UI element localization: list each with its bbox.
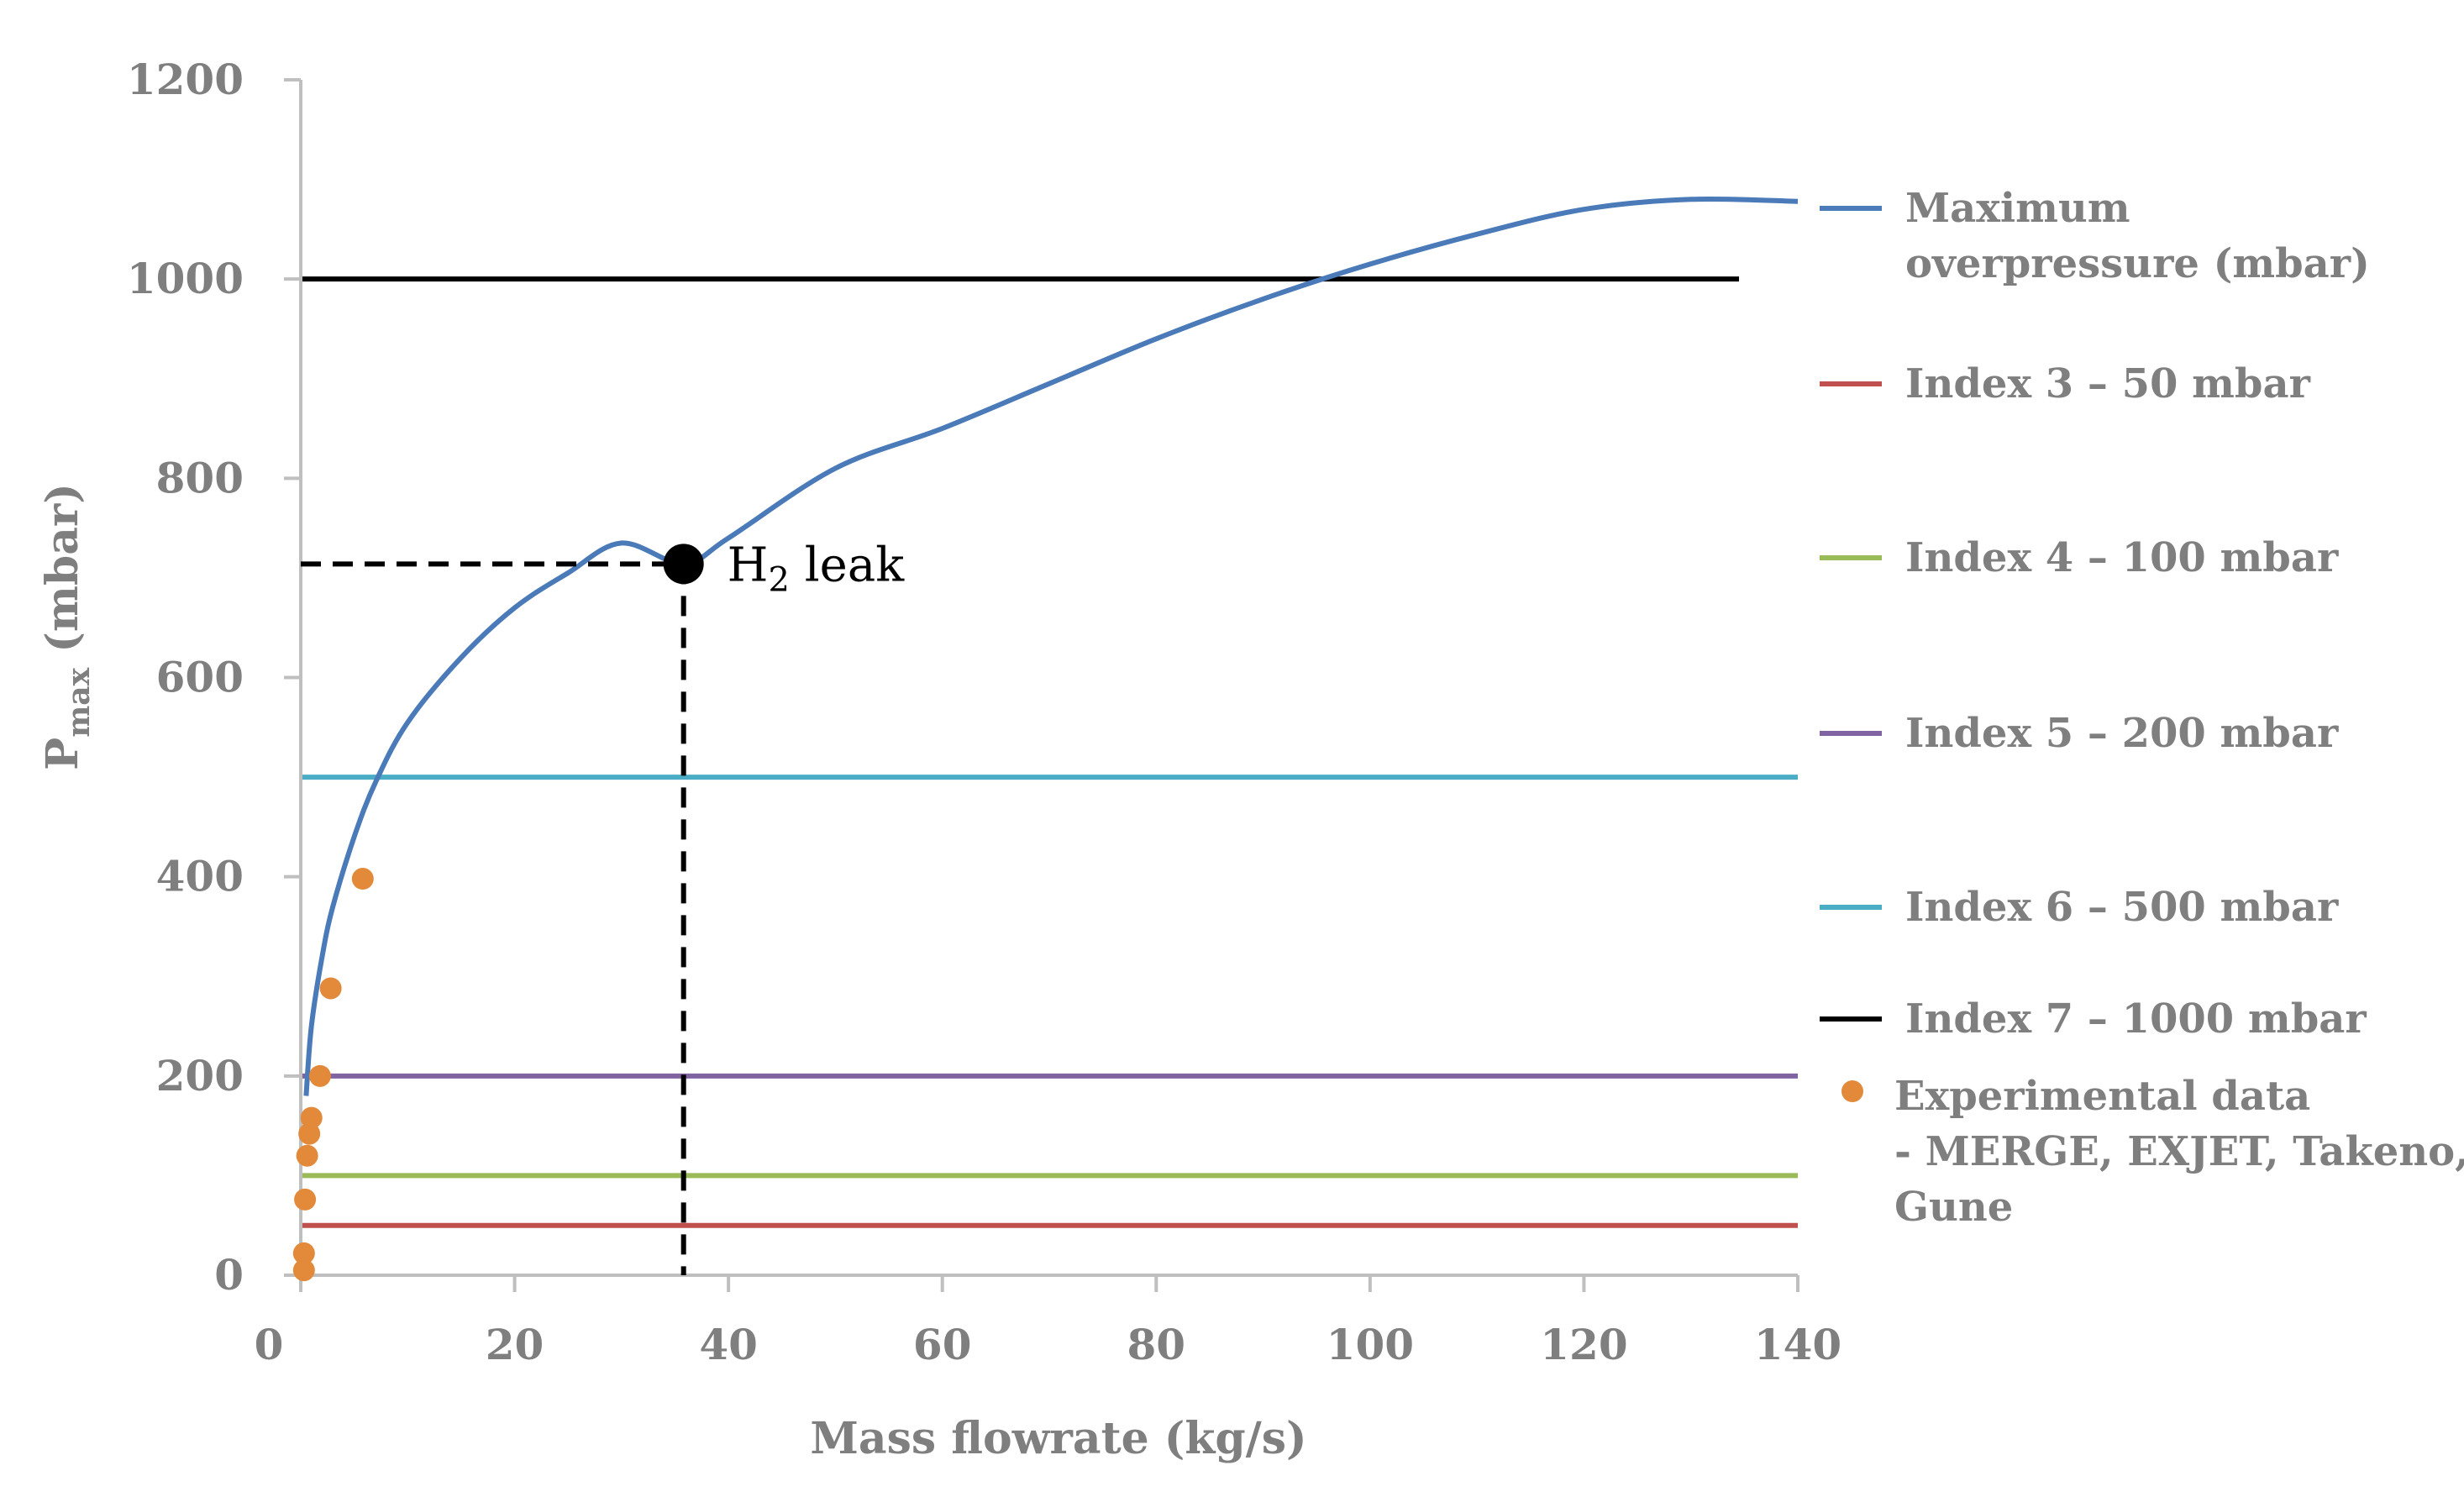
ticks-layer: 0 200 400 600 800 1000 1200 0 20 40 60 80 100 120 140 [127, 55, 1841, 1369]
legend-entry: Experimental data - MERGE, EXJET, Takeno,… [1841, 1073, 2464, 1231]
leak-label-main: H [728, 538, 769, 592]
legend-entry: Index 5 – 200 mbar [1820, 710, 2339, 757]
legend-label: Index 7 – 1000 mbar [1905, 995, 2367, 1043]
x-tick-label: 80 [1127, 1320, 1185, 1369]
thresholds-layer [301, 276, 1798, 1228]
axes-layer [284, 78, 1799, 1292]
points-layer [292, 868, 374, 1282]
experimental-point [308, 1064, 331, 1087]
x-tick-label: 140 [1754, 1320, 1841, 1369]
curve-layer [303, 196, 1799, 1096]
y-tick-label: 200 [156, 1051, 244, 1100]
legend-layer: Maximum overpressure (mbar) Index 3 – 50 m… [1820, 185, 2464, 1231]
y-tick-label: 600 [156, 653, 244, 702]
experimental-point [319, 977, 342, 1000]
legend-label: - MERGE, EXJET, Takeno, [1894, 1128, 2464, 1175]
experimental-point [292, 1242, 315, 1264]
experimental-point [300, 1106, 323, 1129]
x-axis-title: Mass flowrate (kg/s) [810, 1413, 1306, 1464]
x-tick-label: 40 [699, 1320, 758, 1369]
experimental-point [351, 868, 374, 890]
x-tick-label: 120 [1540, 1320, 1627, 1369]
y-tick-label: 1000 [127, 254, 244, 303]
experimental-point [294, 1188, 317, 1211]
legend-entry: Maximum overpressure (mbar) [1820, 185, 2370, 287]
legend-entry: Index 3 – 50 mbar [1820, 360, 2311, 407]
legend-entry: Index 7 – 1000 mbar [1820, 995, 2367, 1043]
legend-label: Index 4 – 100 mbar [1905, 534, 2339, 581]
legend-label: Experimental data [1894, 1073, 2310, 1120]
annotation-layer: H2 leak [301, 538, 905, 1275]
leak-label-sub: 2 [769, 560, 790, 599]
experimental-point [292, 1259, 315, 1282]
legend-label: Index 6 – 500 mbar [1905, 884, 2339, 931]
y-axis-title: Pmax (mbar) [37, 483, 97, 770]
experimental-point [296, 1144, 318, 1167]
y-axis-title-base: P [37, 738, 88, 770]
y-tick-label: 800 [156, 453, 244, 502]
legend-label: overpressure (mbar) [1905, 240, 2370, 287]
legend-swatch [1841, 1080, 1863, 1102]
legend-entry: Index 6 – 500 mbar [1820, 884, 2339, 931]
y-tick-label: 1200 [127, 55, 244, 104]
leak-label: H2 leak [728, 538, 906, 599]
legend-label: Gune [1894, 1184, 2013, 1231]
x-tick-label: 0 [255, 1320, 284, 1369]
leak-point [663, 544, 704, 585]
legend-label: Index 3 – 50 mbar [1905, 360, 2311, 407]
legend-label: Maximum [1905, 185, 2130, 232]
y-tick-label: 400 [156, 852, 244, 901]
experimental-point [298, 1122, 321, 1145]
legend-label: Index 5 – 200 mbar [1905, 710, 2339, 757]
y-axis-title-sub: max [61, 667, 97, 737]
legend-entry: Index 4 – 100 mbar [1820, 534, 2339, 581]
y-axis-title-unit: (mbar) [37, 483, 88, 668]
y-tick-label: 0 [214, 1250, 244, 1300]
x-tick-label: 60 [913, 1320, 972, 1369]
x-tick-label: 100 [1327, 1320, 1414, 1369]
max-overpressure-curve [303, 196, 1799, 1096]
leak-label-rest: leak [790, 538, 905, 592]
x-tick-label: 20 [486, 1320, 544, 1369]
